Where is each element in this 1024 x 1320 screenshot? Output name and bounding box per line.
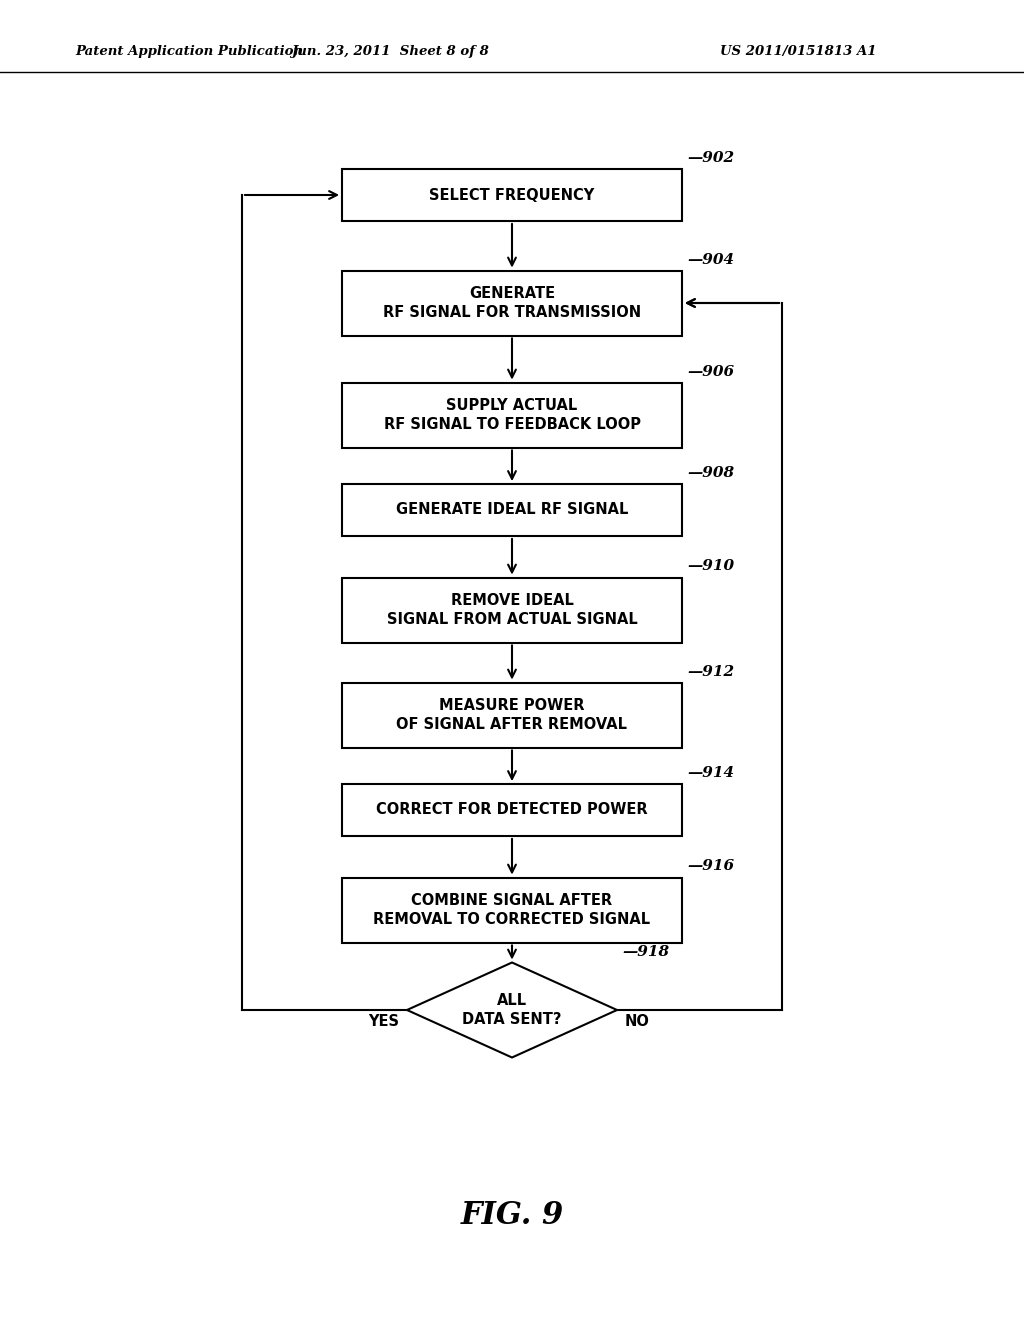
- Text: —902: —902: [687, 150, 734, 165]
- Text: MEASURE POWER
OF SIGNAL AFTER REMOVAL: MEASURE POWER OF SIGNAL AFTER REMOVAL: [396, 697, 628, 733]
- Text: —914: —914: [687, 766, 734, 780]
- Text: CORRECT FOR DETECTED POWER: CORRECT FOR DETECTED POWER: [376, 803, 648, 817]
- Text: Patent Application Publication: Patent Application Publication: [75, 45, 303, 58]
- Text: —918: —918: [622, 945, 669, 958]
- Text: Jun. 23, 2011  Sheet 8 of 8: Jun. 23, 2011 Sheet 8 of 8: [291, 45, 488, 58]
- Text: SELECT FREQUENCY: SELECT FREQUENCY: [429, 187, 595, 202]
- Bar: [342, 169, 682, 220]
- Polygon shape: [407, 962, 617, 1057]
- Text: GENERATE IDEAL RF SIGNAL: GENERATE IDEAL RF SIGNAL: [396, 503, 628, 517]
- Text: FIG. 9: FIG. 9: [461, 1200, 563, 1230]
- Text: COMBINE SIGNAL AFTER
REMOVAL TO CORRECTED SIGNAL: COMBINE SIGNAL AFTER REMOVAL TO CORRECTE…: [374, 892, 650, 928]
- Text: GENERATE
RF SIGNAL FOR TRANSMISSION: GENERATE RF SIGNAL FOR TRANSMISSION: [383, 285, 641, 321]
- Text: ALL
DATA SENT?: ALL DATA SENT?: [462, 993, 562, 1027]
- Bar: [342, 578, 682, 643]
- Text: SUPPLY ACTUAL
RF SIGNAL TO FEEDBACK LOOP: SUPPLY ACTUAL RF SIGNAL TO FEEDBACK LOOP: [384, 397, 640, 433]
- Text: —912: —912: [687, 664, 734, 678]
- Bar: [342, 383, 682, 447]
- Text: US 2011/0151813 A1: US 2011/0151813 A1: [720, 45, 877, 58]
- Text: NO: NO: [625, 1014, 650, 1030]
- Text: —908: —908: [687, 466, 734, 480]
- Bar: [342, 271, 682, 335]
- Text: —904: —904: [687, 252, 734, 267]
- Text: REMOVE IDEAL
SIGNAL FROM ACTUAL SIGNAL: REMOVE IDEAL SIGNAL FROM ACTUAL SIGNAL: [387, 593, 637, 627]
- Text: YES: YES: [368, 1014, 399, 1030]
- Bar: [342, 784, 682, 836]
- Text: —906: —906: [687, 364, 734, 379]
- Text: —916: —916: [687, 859, 734, 874]
- Bar: [342, 682, 682, 747]
- Text: —910: —910: [687, 560, 734, 573]
- Bar: [342, 878, 682, 942]
- Bar: [342, 484, 682, 536]
